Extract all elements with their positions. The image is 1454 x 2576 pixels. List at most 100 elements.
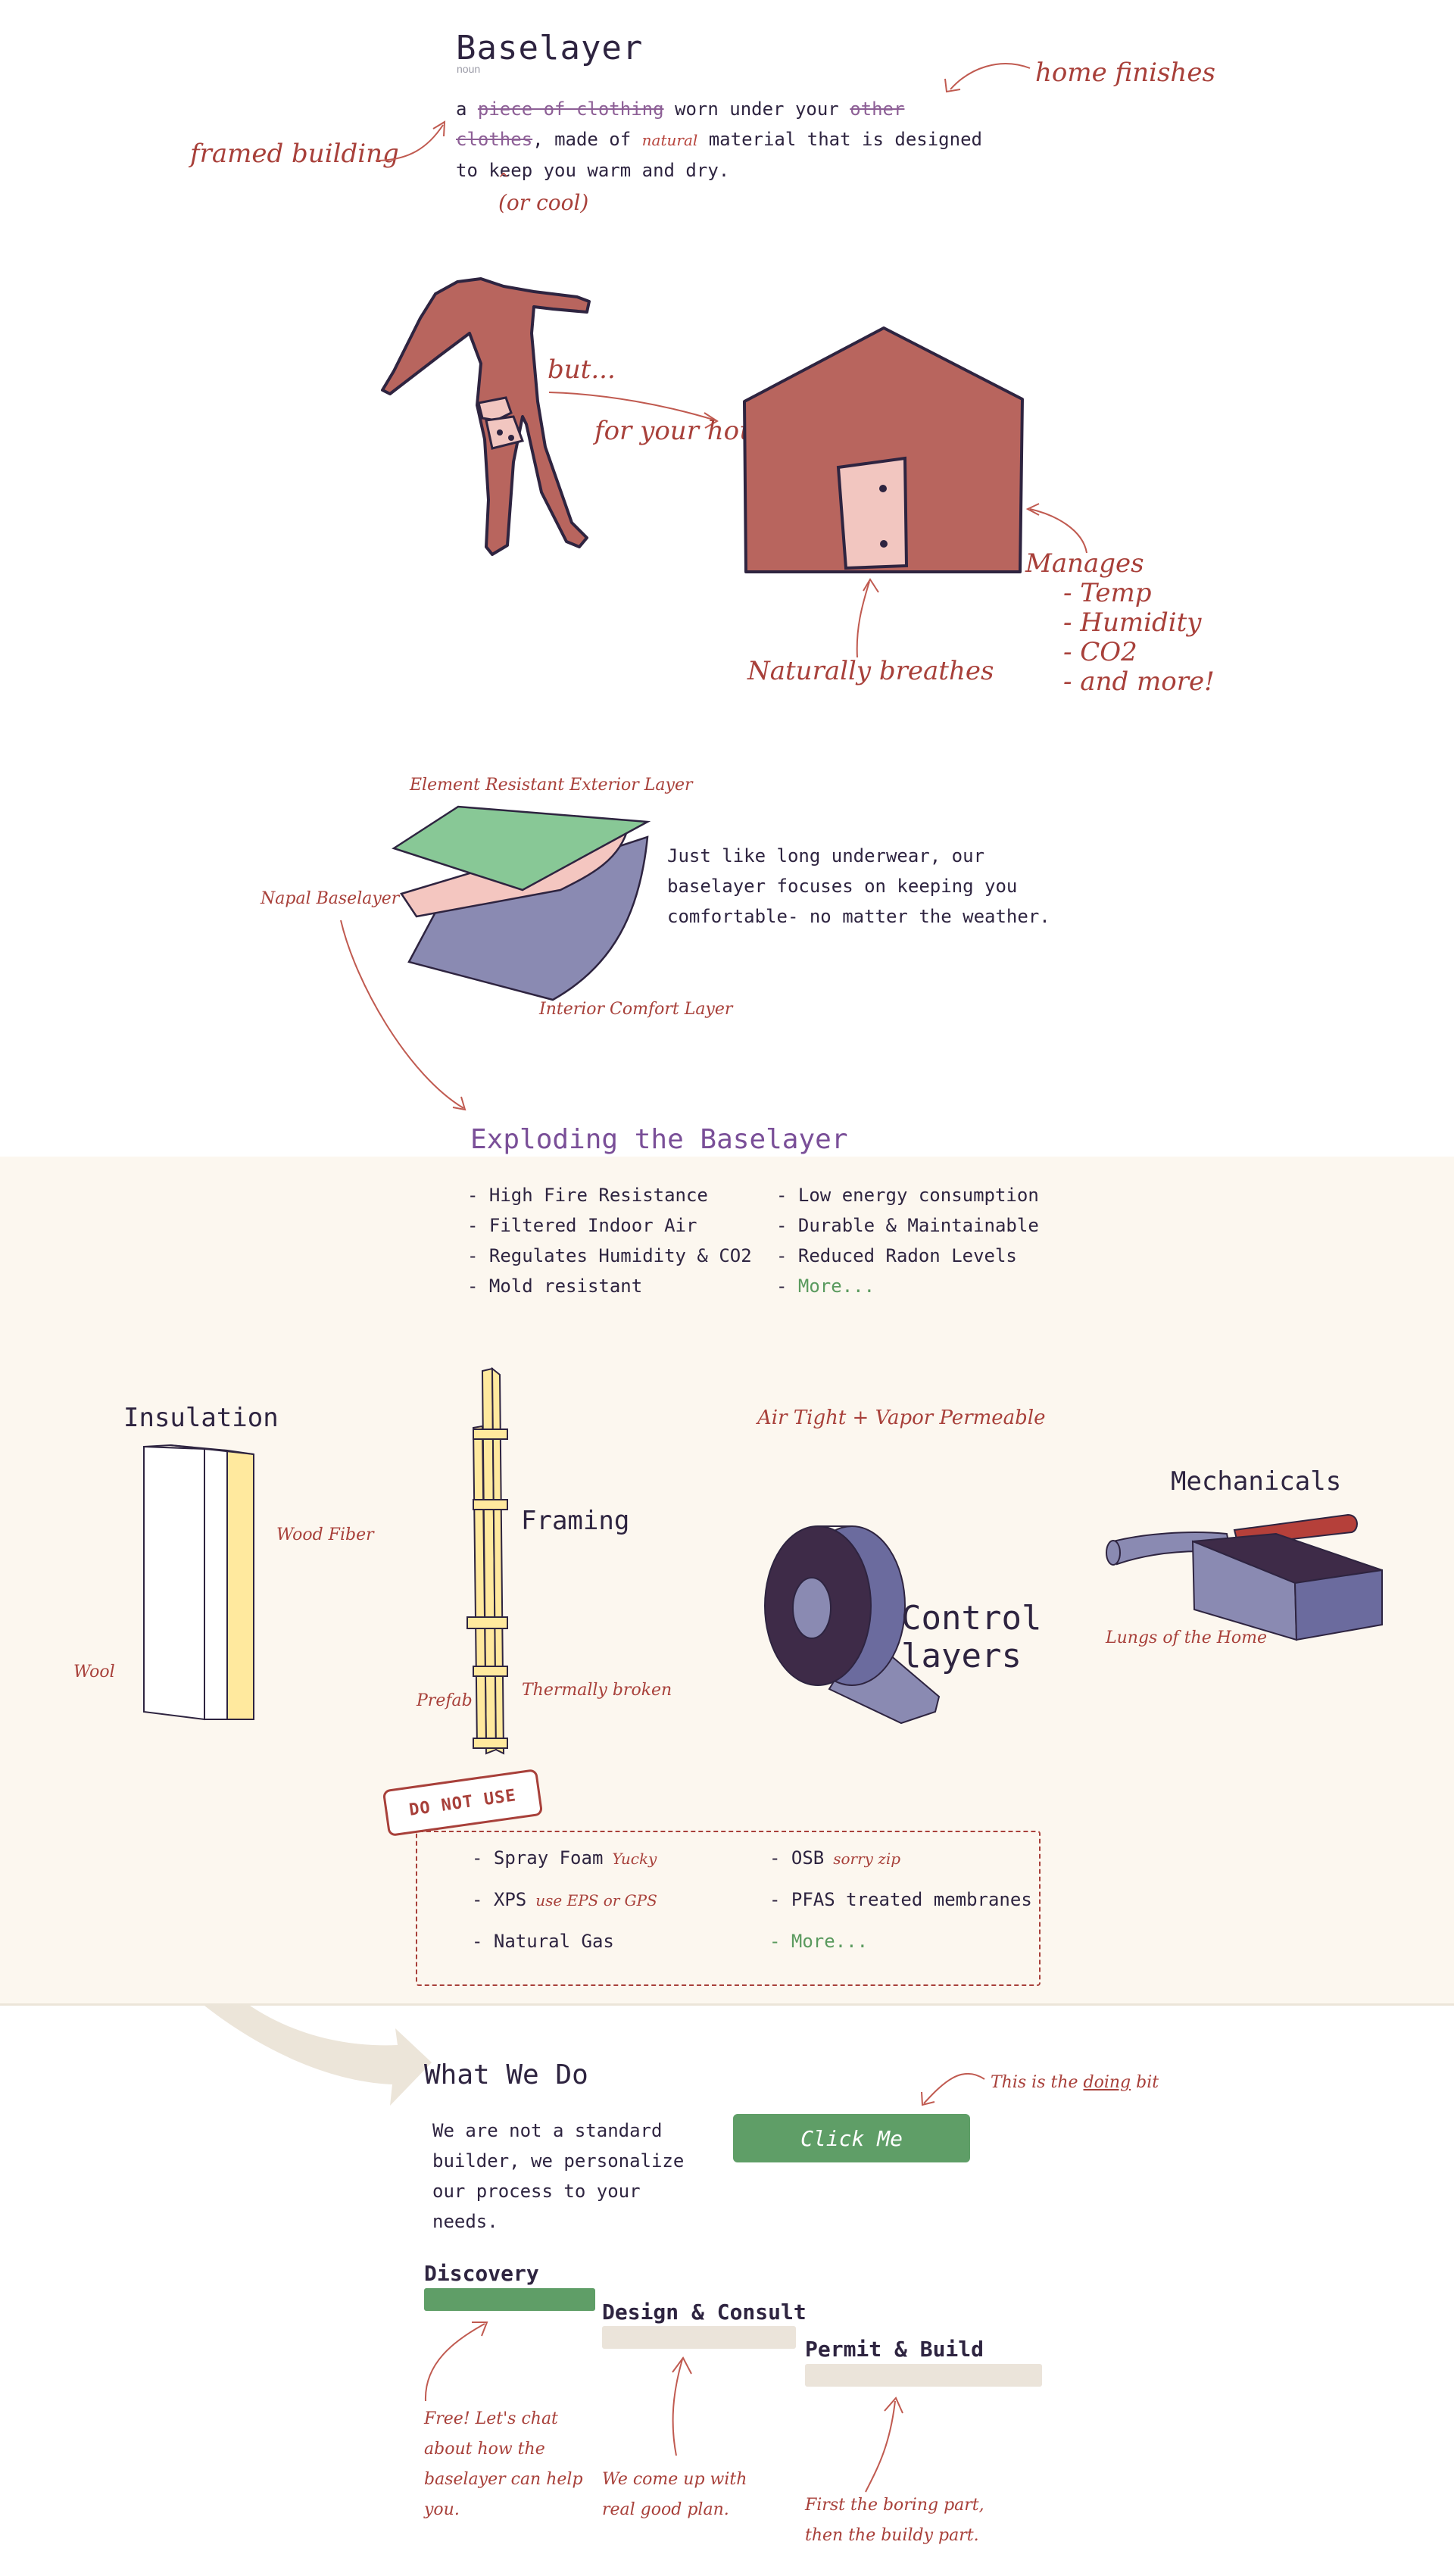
step-design-note: We come up with real good plan. xyxy=(602,2470,747,2519)
prefab-label: Prefab xyxy=(417,1691,473,1710)
dnu-label: - OSB xyxy=(769,1847,825,1869)
dnu-note: sorry zip xyxy=(833,1850,901,1868)
arrow-step1 xyxy=(424,2323,485,2402)
house-illustration xyxy=(743,326,1024,573)
swoosh-arrow-decoration xyxy=(204,2006,432,2106)
insert-caret: ^ xyxy=(499,170,509,188)
doing-note-doing: doing xyxy=(1083,2073,1131,2092)
mechanicals-heading: Mechanicals xyxy=(1171,1466,1342,1497)
section-divider xyxy=(0,2003,1454,2006)
doing-bit-note: This is the doing bit xyxy=(991,2073,1159,2092)
control-label-line1: Control xyxy=(901,1599,1042,1638)
dnu-item: - XPS use EPS or GPS xyxy=(472,1889,657,1910)
dnu-item: - OSB sorry zip xyxy=(769,1847,900,1869)
dnu-item: - PFAS treated membranes xyxy=(769,1889,1032,1910)
dnu-item: - Natural Gas xyxy=(472,1931,614,1952)
insulation-illustration xyxy=(143,1444,254,1721)
layers-description: Just like long underwear, our baselayer … xyxy=(667,845,1050,927)
natural-insert: natural xyxy=(641,131,698,149)
manages-item: - CO2 xyxy=(1063,637,1137,667)
arrow-doing xyxy=(923,2072,985,2104)
arrow-napal xyxy=(340,920,464,1109)
struck-other-clothes: other clothes xyxy=(456,98,905,150)
dnu-note: use EPS or GPS xyxy=(535,1891,657,1909)
framed-building-note: framed building xyxy=(190,139,399,169)
dnu-item: - Spray Foam Yucky xyxy=(472,1847,657,1869)
benefit-item: - Filtered Indoor Air xyxy=(467,1215,697,1236)
benefit-item: - Low energy consumption xyxy=(776,1185,1039,1206)
wood-fiber-label: Wood Fiber xyxy=(276,1525,374,1544)
page-title: Baselayer xyxy=(456,29,644,67)
arrow-but xyxy=(548,392,716,421)
dnu-note: Yucky xyxy=(612,1850,657,1868)
dnu-label: - XPS xyxy=(472,1889,527,1910)
doing-note-suffix: bit xyxy=(1131,2073,1159,2092)
layers-illustration xyxy=(392,805,651,1001)
benefit-item: - Mold resistant xyxy=(467,1276,643,1297)
step-design-title: Design & Consult xyxy=(602,2300,807,2325)
manages-item: - Humidity xyxy=(1063,607,1202,638)
doing-note-prefix: This is the xyxy=(991,2073,1084,2092)
benefits-list-left: - High Fire Resistance - Filtered Indoor… xyxy=(467,1180,752,1301)
do-not-use-box: - Spray Foam Yucky - OSB sorry zip - XPS us… xyxy=(416,1831,1041,1986)
dnu-label: - Spray Foam xyxy=(472,1847,604,1869)
dnu-more-link[interactable]: - More... xyxy=(769,1931,869,1952)
benefits-more-link[interactable]: More... xyxy=(797,1276,875,1297)
benefit-item: - High Fire Resistance xyxy=(467,1185,708,1206)
control-label-line2: layers xyxy=(901,1637,1022,1675)
step-design-bar[interactable] xyxy=(602,2326,796,2349)
tape-roll-illustration xyxy=(764,1525,941,1725)
what-we-do-text: We are not a standard builder, we person… xyxy=(432,2120,685,2232)
arrow-manages xyxy=(1029,508,1087,554)
napal-baselayer-label: Napal Baselayer xyxy=(261,889,400,908)
interior-layer-label: Interior Comfort Layer xyxy=(539,1000,733,1019)
but-note: but... xyxy=(548,354,616,385)
insulation-heading: Insulation xyxy=(123,1403,279,1433)
airtight-label: Air Tight + Vapor Permeable xyxy=(757,1407,1046,1429)
step-discovery-note: Free! Let's chat about how the baselayer… xyxy=(424,2409,583,2519)
what-we-do-title: What We Do xyxy=(424,2059,588,2090)
manages-item: - and more! xyxy=(1063,667,1215,697)
home-finishes-note: home finishes xyxy=(1035,58,1215,88)
exterior-layer-label: Element Resistant Exterior Layer xyxy=(410,776,693,795)
arrow-breathes xyxy=(856,581,870,658)
step-permit-note: First the boring part, then the buildy p… xyxy=(805,2496,984,2545)
struck-clothing: piece of clothing xyxy=(477,98,664,120)
part-of-speech: noun xyxy=(457,63,481,75)
step-permit-bar[interactable] xyxy=(805,2364,1042,2387)
arrow-step2 xyxy=(672,2359,683,2456)
framing-illustration xyxy=(466,1366,508,1755)
arrow-framed xyxy=(375,124,444,161)
union-suit-illustration xyxy=(381,277,591,556)
wool-label: Wool xyxy=(73,1663,115,1681)
benefits-list-right: - Low energy consumption - Durable & Mai… xyxy=(776,1180,1039,1301)
lungs-label: Lungs of the Home xyxy=(1106,1628,1268,1647)
definition-mid: worn under your xyxy=(675,98,839,120)
arrow-step3 xyxy=(865,2400,896,2493)
mechanicals-illustration xyxy=(1106,1513,1383,1641)
control-layers-heading: Control layers xyxy=(901,1600,1041,1675)
definition-comma: , xyxy=(532,129,544,150)
benefit-item: - Durable & Maintainable xyxy=(776,1215,1039,1236)
dnu-label: - Natural Gas xyxy=(472,1931,614,1952)
definition-text: a piece of clothing worn under your othe… xyxy=(456,94,1001,186)
step-permit-title: Permit & Build xyxy=(805,2337,984,2362)
dnu-label: - PFAS treated membranes xyxy=(769,1889,1032,1910)
framing-heading: Framing xyxy=(521,1506,630,1536)
more-prefix: - xyxy=(776,1276,798,1297)
manages-item: - Temp xyxy=(1063,578,1152,608)
definition-made-of: made of xyxy=(554,129,632,150)
benefit-item: - Reduced Radon Levels xyxy=(776,1245,1017,1266)
exploding-title: Exploding the Baselayer xyxy=(470,1124,848,1155)
step-discovery-title: Discovery xyxy=(424,2261,539,2286)
step-discovery-bar[interactable] xyxy=(424,2288,595,2311)
definition-word-a: a xyxy=(456,98,467,120)
definition-rest: material that is designed to keep you wa… xyxy=(456,129,982,181)
click-me-button[interactable]: Click Me xyxy=(733,2114,970,2162)
thermally-broken-label: Thermally broken xyxy=(522,1681,672,1700)
manages-list: - Temp - Humidity - CO2 - and more! xyxy=(1063,579,1215,697)
arrow-home-finishes xyxy=(950,63,1031,90)
naturally-breathes-note: Naturally breathes xyxy=(747,656,994,686)
manages-note: Manages xyxy=(1025,548,1144,579)
benefit-more-item: - More... xyxy=(776,1271,1039,1301)
